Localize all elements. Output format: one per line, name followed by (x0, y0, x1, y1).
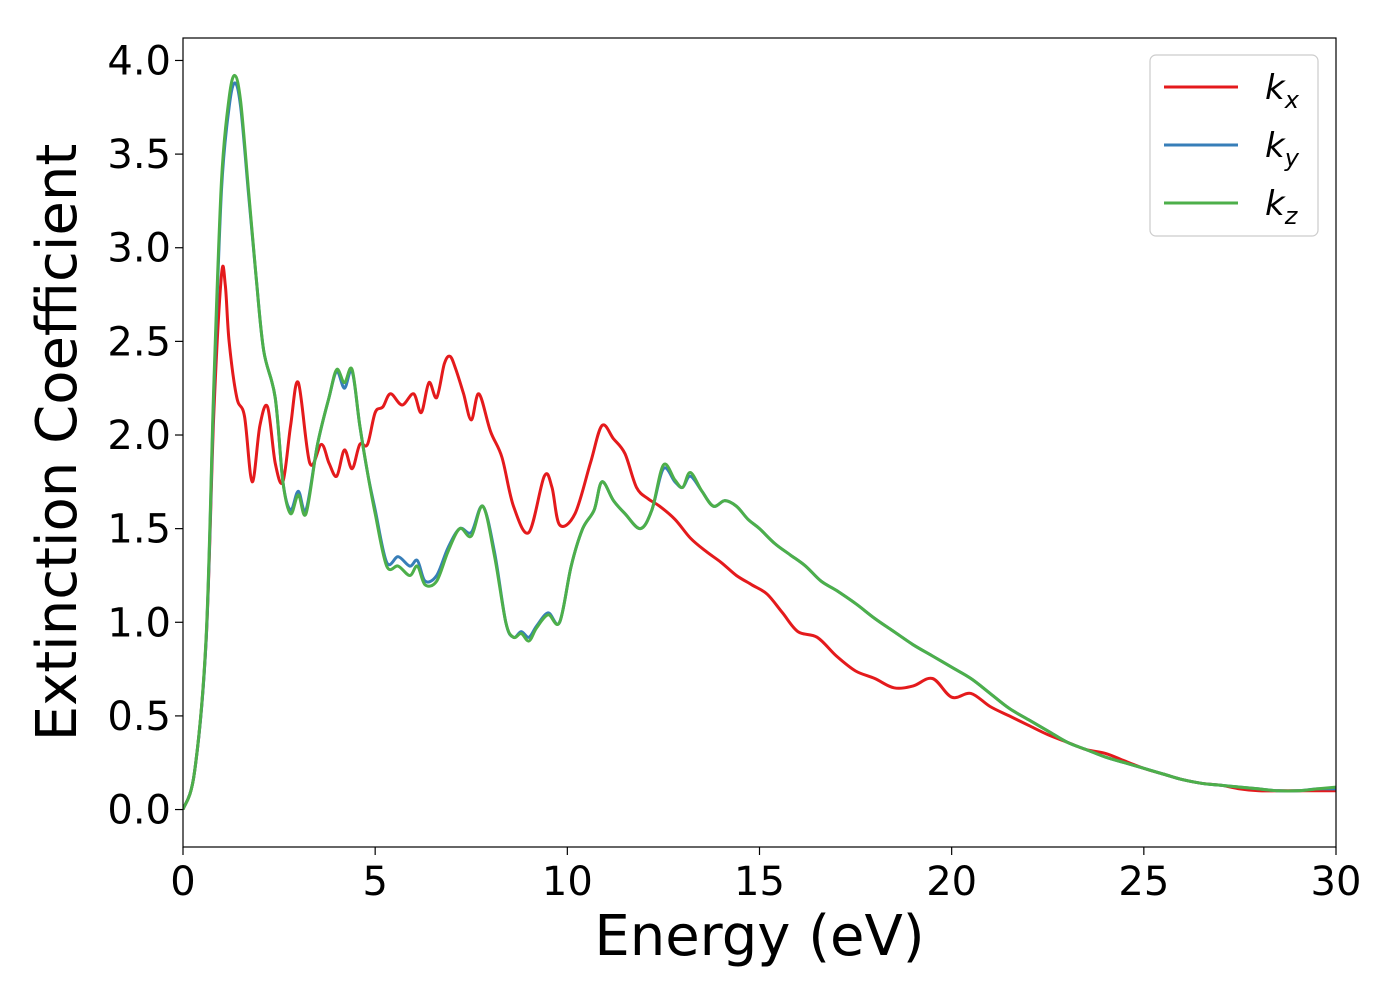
legend-label-subscript: x (1284, 86, 1300, 114)
legend-label-main: k (1265, 68, 1286, 108)
y-tick-label: 1.0 (107, 600, 171, 646)
y-tick-label: 3.5 (107, 132, 171, 178)
legend-label-main: k (1265, 184, 1286, 224)
y-axis-title: Extinction Coefficient (25, 144, 90, 742)
series-line-kx (183, 264, 1336, 811)
y-tick-label: 0.0 (107, 788, 171, 834)
x-tick-label: 15 (734, 859, 785, 905)
legend-label-kx: kx (1265, 68, 1300, 114)
legend-label-ky: ky (1265, 126, 1300, 172)
x-tick-label: 20 (926, 859, 977, 905)
y-tick-label: 4.0 (107, 38, 171, 84)
legend-label-subscript: z (1284, 202, 1299, 230)
legend-label-kz: kz (1265, 184, 1299, 230)
legend-label-subscript: y (1284, 144, 1300, 172)
legend-label-main: k (1265, 126, 1286, 166)
x-tick-label: 5 (362, 859, 387, 905)
x-tick-label: 25 (1118, 859, 1169, 905)
x-tick-label: 30 (1311, 859, 1362, 905)
x-tick-label: 10 (542, 859, 593, 905)
y-tick-label: 2.5 (107, 319, 171, 365)
y-tick-label: 3.0 (107, 226, 171, 272)
x-axis-title: Energy (eV) (594, 904, 924, 969)
x-tick-label: 0 (170, 859, 195, 905)
y-tick-label: 1.5 (107, 507, 171, 553)
ticks-layer: 0 5 10 15 20 25 30 0.0 0.5 1.0 1.5 2.0 2.5 3.0 3.5 4.0 (107, 38, 1361, 905)
y-tick-label: 0.5 (107, 694, 171, 740)
y-tick-label: 2.0 (107, 413, 171, 459)
series-layer (183, 73, 1336, 811)
series-line-kz (183, 73, 1336, 811)
